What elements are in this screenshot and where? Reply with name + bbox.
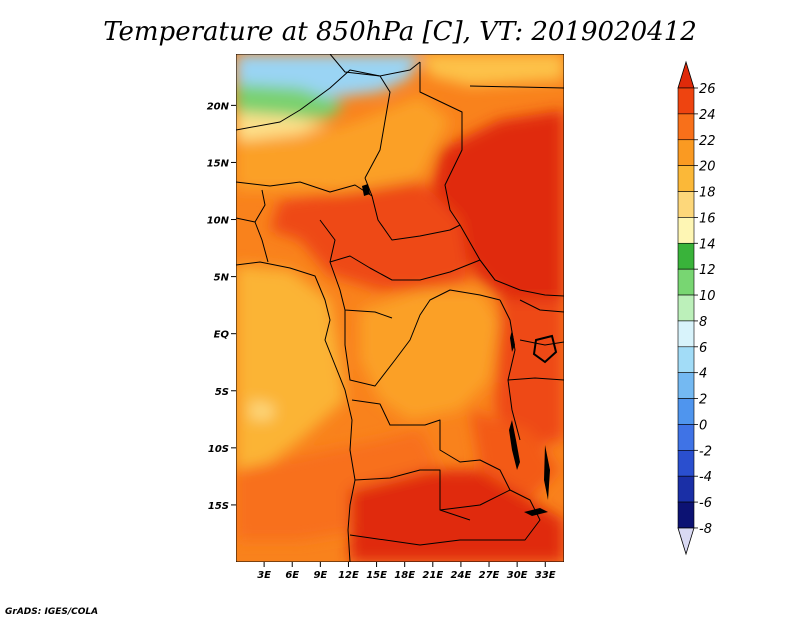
colorbar-label: 24 [699,108,716,123]
colorbar-label: 18 [699,186,716,201]
lake-tanganyika [509,420,520,470]
colorbar-label: 6 [699,341,707,356]
lakes [362,184,558,516]
colorbar-arrow-bottom [677,527,695,556]
x-tick-label: 21E [422,570,443,581]
x-tick-label: 18E [394,570,415,581]
grads-credit: GrADS: IGES/COLA [5,607,98,617]
colorbar-box [677,398,695,425]
coastline [236,261,356,562]
colorbar-box [677,268,695,296]
y-tick-label: 5N [214,273,230,284]
colorbar-label: 8 [699,315,707,330]
x-tick-label: 3E [257,570,271,581]
colorbar-label: -8 [699,522,712,537]
colorbar-box [677,475,695,503]
boundaries [236,54,564,562]
border-chad [364,177,496,281]
y-tick-label: 10N [207,216,230,227]
lake-victoria [532,334,558,364]
x-tick-label: 15E [366,570,387,581]
y-tick-label: 5S [215,387,229,398]
colorbar-box [677,113,695,141]
border-south-sudan [479,259,564,297]
x-tick-label: 27E [479,570,500,581]
border-angola [354,469,471,521]
x-tick-label: 9E [313,570,327,581]
colorbar-label: 26 [699,82,716,97]
colorbar-box [677,372,695,399]
border-uganda-kenya [507,299,564,381]
region-central-africa [270,180,470,290]
colorbar-box [677,501,695,529]
region-congo-basin [360,290,500,420]
colorbar-arrow-top [677,60,695,89]
colorbar-label: -6 [699,496,712,511]
colorbar-box [677,346,695,373]
region-sudan-hot [430,110,564,310]
region-sahara-light [236,112,330,140]
colorbar-label: 12 [699,263,716,278]
colorbar-box [677,87,695,115]
colorbar-label: -4 [699,470,712,485]
y-tick-label: 15S [208,501,229,512]
x-tick-label: 12E [338,570,359,581]
colorbar-label: 16 [699,211,716,226]
border-car [329,255,481,281]
border-drc-south [351,399,511,491]
lake-kariba [524,508,548,516]
border-zambia [349,489,541,546]
region-north-yellow [420,54,564,86]
y-axis: 20N 15N 10N 5N EQ 5S 10S 15S [207,101,236,512]
x-tick-label: 24E [451,570,472,581]
region-sahara-green [236,84,345,122]
x-tick-label: 30E [507,570,528,581]
lake-malawi [544,445,550,500]
x-tick-label: 6E [285,570,299,581]
border-cameroon [319,219,393,319]
lake-chad [362,184,370,196]
region-sahel [236,96,450,200]
border-egypt-sudan [419,62,463,226]
colorbar-box [677,139,695,166]
border-libya [329,54,391,179]
border-congo [344,289,501,387]
lake-albert [510,330,515,352]
colorbar-box [677,165,695,192]
region-gabon-light [250,400,275,420]
x-axis: 3E 6E 9E 12E 15E 18E 21E 24E 27E 30E 33E [257,562,556,581]
colorbar-box [677,242,695,270]
border-niger-nigeria [236,181,373,197]
y-tick-label: 15N [207,158,230,169]
colorbar-box [677,217,695,244]
border-west [236,189,269,263]
colorbar-label: 0 [699,418,707,433]
border-egypt-top [469,85,564,89]
colorbar-box [677,450,695,477]
y-tick-label: EQ [214,330,230,341]
colorbar-label: 4 [699,367,707,382]
map-field [236,54,564,562]
border-drc-east [499,299,521,441]
colorbar-box [677,191,695,218]
colorbar-box [677,320,695,348]
colorbar-label: 2 [699,393,707,408]
border-sahara [236,61,421,131]
colorbar-label: -2 [699,444,712,459]
colorbar-box [677,294,695,322]
y-tick-label: 10S [208,444,229,455]
colorbar-label: 20 [699,160,716,175]
y-tick-label: 20N [207,101,230,112]
colorbar-label: 14 [699,237,716,252]
colorbar-label: 22 [699,134,716,149]
x-tick-label: 33E [535,570,556,581]
colorbar-label: 10 [699,289,716,304]
chart-title: Temperature at 850hPa [C], VT: 201902041… [103,17,697,47]
colorbar-box [677,424,695,451]
